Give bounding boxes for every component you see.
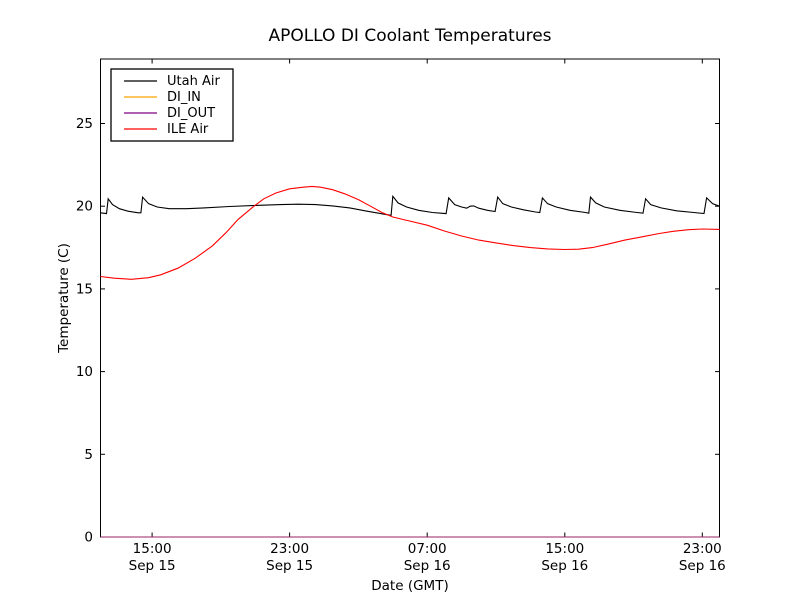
x-tick-label-date: Sep 15 — [266, 558, 313, 574]
y-tick-label: 20 — [76, 199, 93, 215]
x-tick-label-date: Sep 16 — [404, 558, 451, 574]
legend-item: Utah Air — [124, 74, 220, 89]
y-tick-label: 0 — [84, 530, 93, 546]
y-tick-label: 10 — [76, 364, 93, 380]
x-tick-label-date: Sep 16 — [541, 558, 588, 574]
x-axis-label: Date (GMT) — [371, 578, 448, 594]
legend-label: Utah Air — [167, 74, 220, 89]
x-tick-label-time: 23:00 — [270, 541, 309, 557]
y-axis-label: Temperature (C) — [56, 243, 72, 354]
x-tick-label-time: 07:00 — [408, 541, 447, 557]
legend-label: DI_IN — [167, 90, 201, 105]
x-tick-label-date: Sep 16 — [679, 558, 726, 574]
legend-item: DI_IN — [124, 90, 201, 105]
y-tick-label: 15 — [76, 281, 93, 297]
legend-label: DI_OUT — [167, 106, 215, 121]
legend: Utah Air DI_IN DI_OUT ILE Air — [110, 68, 234, 142]
series-line-utah-air — [100, 194, 720, 216]
y-tick-label: 25 — [76, 116, 93, 132]
x-tick-label-date: Sep 15 — [129, 558, 176, 574]
y-axis-ticks: 0 5 10 15 20 25 — [76, 116, 720, 546]
chart-title: APOLLO DI Coolant Temperatures — [268, 26, 551, 46]
series-line-ile-air — [100, 185, 720, 280]
legend-item: ILE Air — [124, 122, 209, 137]
x-tick-label-time: 15:00 — [545, 541, 584, 557]
y-tick-label: 5 — [84, 447, 93, 463]
x-tick-label-time: 23:00 — [683, 541, 722, 557]
legend-item: DI_OUT — [124, 106, 215, 121]
x-tick-label-time: 15:00 — [133, 541, 172, 557]
legend-label: ILE Air — [167, 122, 209, 137]
